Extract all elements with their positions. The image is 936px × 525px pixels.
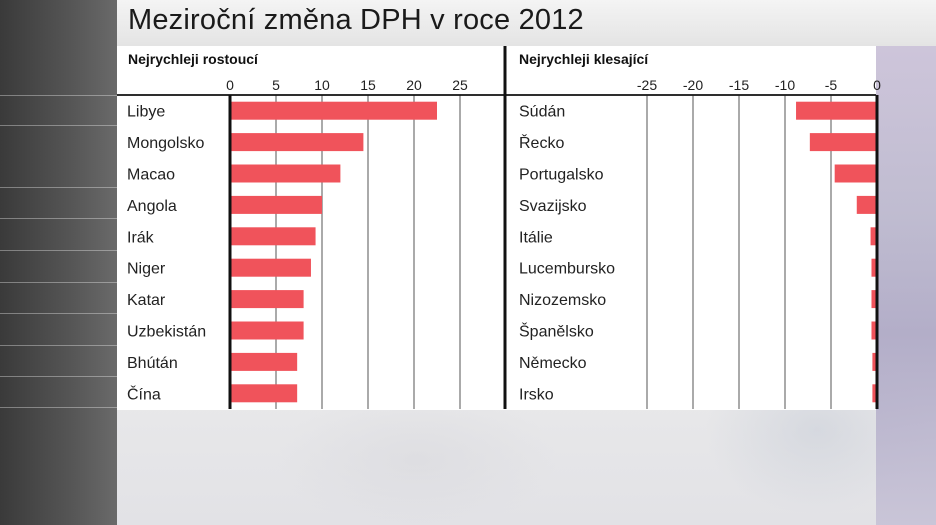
bar [230,133,363,151]
chart-group-0: Nejrychleji rostoucí 0 5 10 15 20 25 Libye Mongo… [117,46,876,409]
bar [230,353,297,371]
tick-label: -10 [775,77,795,93]
category-label: Libye [127,104,165,121]
tick-label: 0 [226,77,234,93]
tick-label: 25 [452,77,468,93]
category-label: Mongolsko [127,135,204,152]
category-label: Španělsko [519,322,594,341]
bar [796,102,877,120]
category-label: Irák [127,229,155,246]
category-label: Irsko [519,386,554,403]
category-label: Řecko [519,133,564,152]
category-label: Niger [127,261,166,278]
bar [230,259,311,277]
bar [230,322,304,340]
bar [857,196,877,214]
category-label: Bhútán [127,355,178,372]
category-label: Súdán [519,104,565,121]
bar [230,196,322,214]
category-label: Portugalsko [519,167,604,184]
tick-label: 0 [873,77,881,93]
tick-label: -20 [683,77,703,93]
tick-label: -25 [637,77,657,93]
chart-title-0: Nejrychleji rostoucí [128,51,259,67]
bar [230,102,437,120]
category-label: Katar [127,292,166,309]
bar [230,227,316,245]
tick-label: -15 [729,77,749,93]
category-label: Macao [127,167,175,184]
tick-label: 10 [314,77,330,93]
tick-label: 20 [406,77,422,93]
chart-title-1: Nejrychleji klesající [519,51,649,67]
bar [835,165,877,183]
tick-label: 15 [360,77,376,93]
bar [810,133,877,151]
bar [230,290,304,308]
category-label: Čína [127,384,161,403]
bar [230,384,297,402]
category-label: Německo [519,355,587,372]
category-label: Itálie [519,229,553,246]
category-label: Uzbekistán [127,324,206,341]
tick-label: -5 [825,77,838,93]
category-label: Nizozemsko [519,292,606,309]
tick-label: 5 [272,77,280,93]
category-label: Svazijsko [519,198,587,215]
category-label: Angola [127,198,177,215]
bar [230,165,340,183]
category-label: Lucembursko [519,261,615,278]
